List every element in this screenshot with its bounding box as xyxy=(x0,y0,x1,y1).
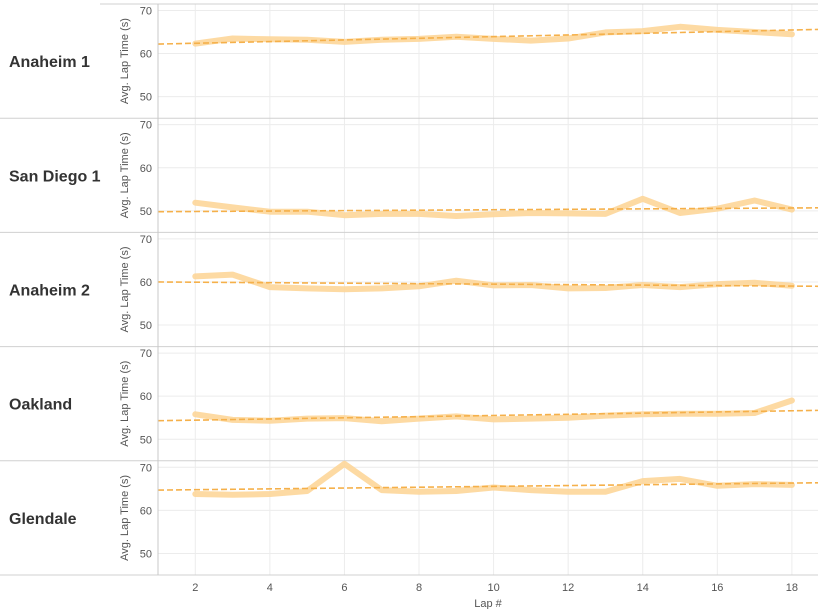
x-axis-title: Lap # xyxy=(474,598,502,609)
y-axis-title: Avg. Lap Time (s) xyxy=(119,247,131,333)
y-tick-label: 70 xyxy=(140,348,152,360)
x-tick-label: 18 xyxy=(786,582,798,594)
y-tick-label: 70 xyxy=(140,120,152,132)
panel-glendale: 50 60 70 Glendale Avg. Lap Time (s) xyxy=(0,460,818,576)
series-line xyxy=(192,23,795,47)
y-axis-title: Avg. Lap Time (s) xyxy=(119,132,131,218)
x-tick-label: 8 xyxy=(416,582,422,594)
x-tick-label: 10 xyxy=(487,582,499,594)
y-tick-label: 50 xyxy=(140,92,152,104)
trend-line xyxy=(157,409,818,422)
trend-line xyxy=(157,28,818,45)
y-tick-label: 50 xyxy=(140,434,152,446)
row-label: Anaheim 1 xyxy=(9,54,90,71)
x-tick-label: 14 xyxy=(637,582,649,594)
row-label: Oakland xyxy=(9,397,72,414)
x-tick-label: 16 xyxy=(711,582,723,594)
y-tick-label: 50 xyxy=(140,548,152,560)
panel-san-diego-1: 50 60 70 San Diego 1 Avg. Lap Time (s) xyxy=(0,120,818,233)
panel-anaheim-1: 50 60 70 Anaheim 1 Avg. Lap Time (s) xyxy=(0,3,818,119)
panel-oakland: 50 60 70 Oakland Avg. Lap Time (s) xyxy=(0,348,818,462)
row-label: Anaheim 2 xyxy=(9,283,90,300)
panel-anaheim-2: 50 60 70 Anaheim 2 Avg. Lap Time (s) xyxy=(0,234,818,348)
row-label: San Diego 1 xyxy=(9,168,101,185)
x-tick-label: 6 xyxy=(341,582,347,594)
series-line xyxy=(192,460,795,498)
y-tick-label: 60 xyxy=(140,505,152,517)
trend-line xyxy=(157,281,818,288)
y-axis-title: Avg. Lap Time (s) xyxy=(119,18,131,104)
y-tick-label: 60 xyxy=(140,49,152,61)
x-tick-label: 12 xyxy=(562,582,574,594)
x-tick-label: 4 xyxy=(267,582,273,594)
x-tick-label: 2 xyxy=(192,582,198,594)
y-tick-label: 60 xyxy=(140,277,152,289)
y-axis-title: Avg. Lap Time (s) xyxy=(119,361,131,447)
y-tick-label: 70 xyxy=(140,5,152,17)
y-axis-title: Avg. Lap Time (s) xyxy=(119,475,131,561)
trend-line xyxy=(157,207,818,213)
y-tick-label: 70 xyxy=(140,462,152,474)
y-tick-label: 60 xyxy=(140,163,152,175)
trend-line xyxy=(157,481,818,491)
y-tick-label: 70 xyxy=(140,234,152,246)
y-tick-label: 50 xyxy=(140,206,152,218)
y-tick-label: 50 xyxy=(140,320,152,332)
y-tick-label: 60 xyxy=(140,391,152,403)
row-label: Glendale xyxy=(9,511,77,528)
